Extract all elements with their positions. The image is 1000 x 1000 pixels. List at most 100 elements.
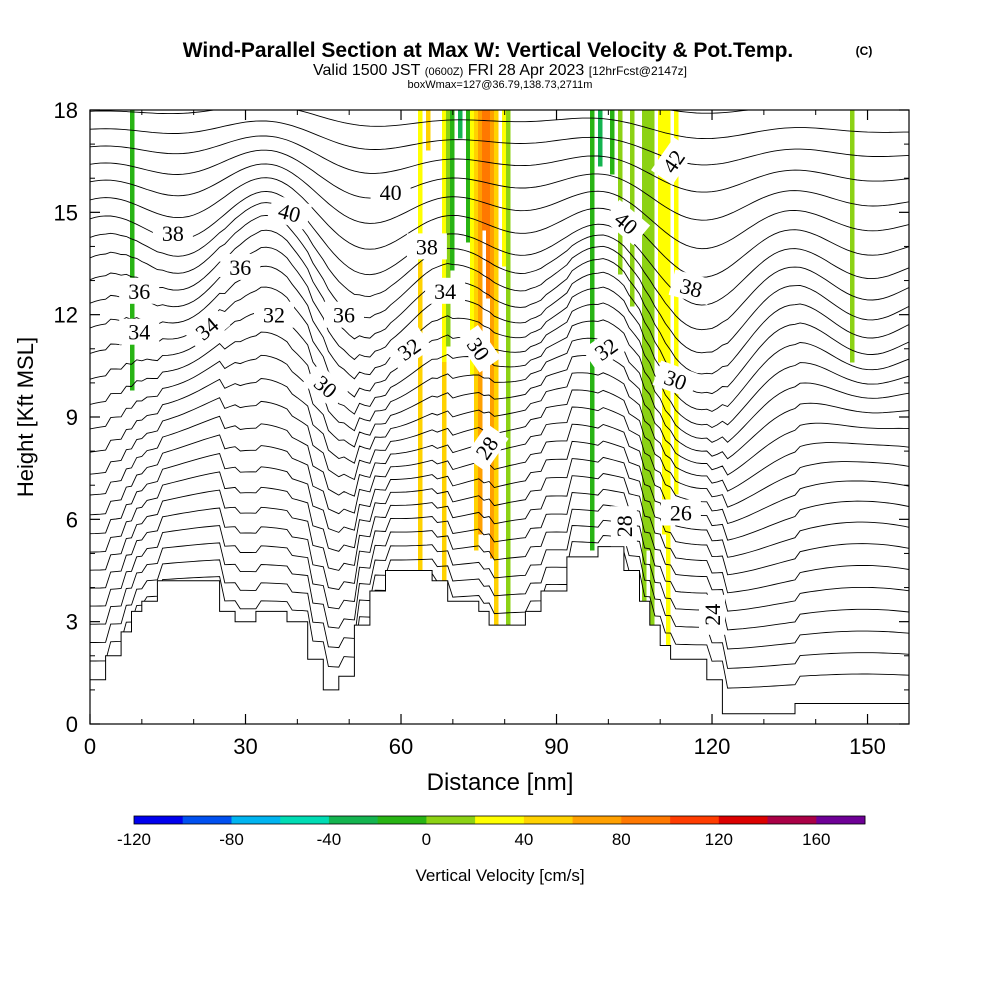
isentrope-line [90, 519, 909, 650]
colorbar-tick-label: 40 [514, 830, 533, 849]
isentrope-line [90, 214, 909, 354]
isentrope-line [90, 550, 909, 689]
contour-label: 38 [668, 269, 714, 306]
colorbar-tick-label: 0 [422, 830, 431, 849]
box-info: boxWmax=127@36.79,138.73,2711m [408, 79, 593, 91]
velocity-column [130, 110, 135, 391]
velocity-cell [850, 110, 855, 363]
colorbar-tick-label: 80 [612, 830, 631, 849]
velocity-cell [610, 110, 615, 175]
contour-label-box [254, 301, 294, 328]
valid-time: Valid 1500 JST (0600Z) FRI 28 Apr 2023 [… [313, 62, 687, 79]
contour-label-text: 38 [162, 221, 184, 246]
colorbar-swatch [426, 816, 476, 824]
velocity-column [598, 110, 603, 167]
contour-label-box [610, 506, 637, 547]
forecast-info: [12hrFcst@2147z] [589, 64, 687, 78]
velocity-column [506, 110, 511, 651]
velocity-column [446, 110, 451, 347]
isentrope-line [90, 135, 909, 193]
colorbar-tick-label: -40 [317, 830, 342, 849]
contour-label-text: 32 [263, 303, 285, 328]
colorbar-label: Vertical Velocity [cm/s] [415, 866, 584, 885]
contour-label: 24 [699, 594, 725, 635]
velocity-cell [418, 262, 423, 675]
terrain-mask [89, 546, 910, 725]
velocity-cell [418, 110, 423, 263]
colorbar-frame [133, 815, 866, 825]
velocity-cell [490, 110, 495, 559]
velocity-cell [446, 110, 451, 347]
y-tick-label: 18 [54, 98, 78, 123]
valid-prefix: Valid 1500 JST [313, 62, 421, 79]
contour-label: 28 [610, 506, 637, 547]
contour-label: 38 [152, 219, 193, 246]
contour-label-box [660, 499, 701, 526]
velocity-column [610, 110, 615, 175]
colorbar-swatch [280, 816, 330, 824]
x-tick-label: 150 [849, 734, 886, 759]
contour-label-box [699, 594, 725, 635]
colorbar-swatch [475, 816, 525, 824]
contour-label: 34 [425, 277, 466, 304]
velocity-cell [442, 362, 447, 679]
colorbar-swatch [523, 816, 573, 824]
contour-label-box [406, 233, 447, 260]
contour-label-box [464, 423, 509, 472]
y-tick-label: 3 [66, 610, 78, 635]
contour-label-text: 40 [380, 180, 402, 205]
isentrope-line [90, 504, 909, 631]
isentrope-line [90, 120, 909, 166]
contour-label-text: 36 [229, 255, 251, 280]
y-tick-label: 15 [54, 200, 78, 225]
velocity-cell [494, 110, 499, 635]
isentrope-line [90, 177, 909, 278]
contour-label-box [119, 277, 160, 304]
x-tick-label: 120 [694, 734, 731, 759]
contour-label-box [602, 199, 651, 246]
colorbar-swatch [134, 816, 184, 824]
isentrope-line [90, 456, 909, 576]
velocity-cell [674, 110, 679, 495]
velocity-cell [478, 110, 483, 535]
isentrope-line [90, 286, 909, 429]
velocity-cell [630, 110, 635, 307]
isentrope-line [90, 331, 909, 460]
velocity-cell [458, 110, 463, 139]
y-tick-label: 9 [66, 405, 78, 430]
contour-label-box [581, 326, 630, 371]
contour-label-box [668, 269, 714, 306]
isentrope-line [90, 372, 909, 492]
velocity-cell [590, 110, 595, 551]
contour-label-box [425, 277, 466, 304]
contour-label-text: 28 [612, 515, 637, 537]
isentrope-line [90, 110, 909, 140]
velocity-cell [466, 110, 471, 243]
contour-label-box [384, 326, 433, 371]
copyright-mark: (C) [856, 44, 873, 58]
isentrope-line [90, 440, 909, 558]
colorbar-swatch [816, 816, 866, 824]
velocity-column [458, 110, 463, 139]
colorbar-swatch [621, 816, 671, 824]
contour-label: 36 [220, 253, 261, 280]
velocity-column [478, 110, 483, 535]
contour-label: 32 [581, 326, 630, 371]
velocity-column [494, 110, 499, 635]
valid-date: FRI 28 Apr 2023 [468, 62, 585, 79]
colorbar-swatch [767, 816, 817, 824]
chart-title: Wind-Parallel Section at Max W: Vertical… [183, 39, 794, 62]
colorbar-tick-label: 120 [705, 830, 733, 849]
velocity-column [426, 110, 431, 151]
velocity-cell [502, 110, 507, 267]
isentrope-line [90, 149, 909, 221]
isentrope-line [90, 229, 909, 375]
velocity-cell [426, 110, 431, 151]
isentrope-line [90, 473, 909, 594]
y-tick-label: 0 [66, 712, 78, 737]
contour-label-box [220, 253, 261, 280]
contour-label-box [370, 178, 411, 205]
